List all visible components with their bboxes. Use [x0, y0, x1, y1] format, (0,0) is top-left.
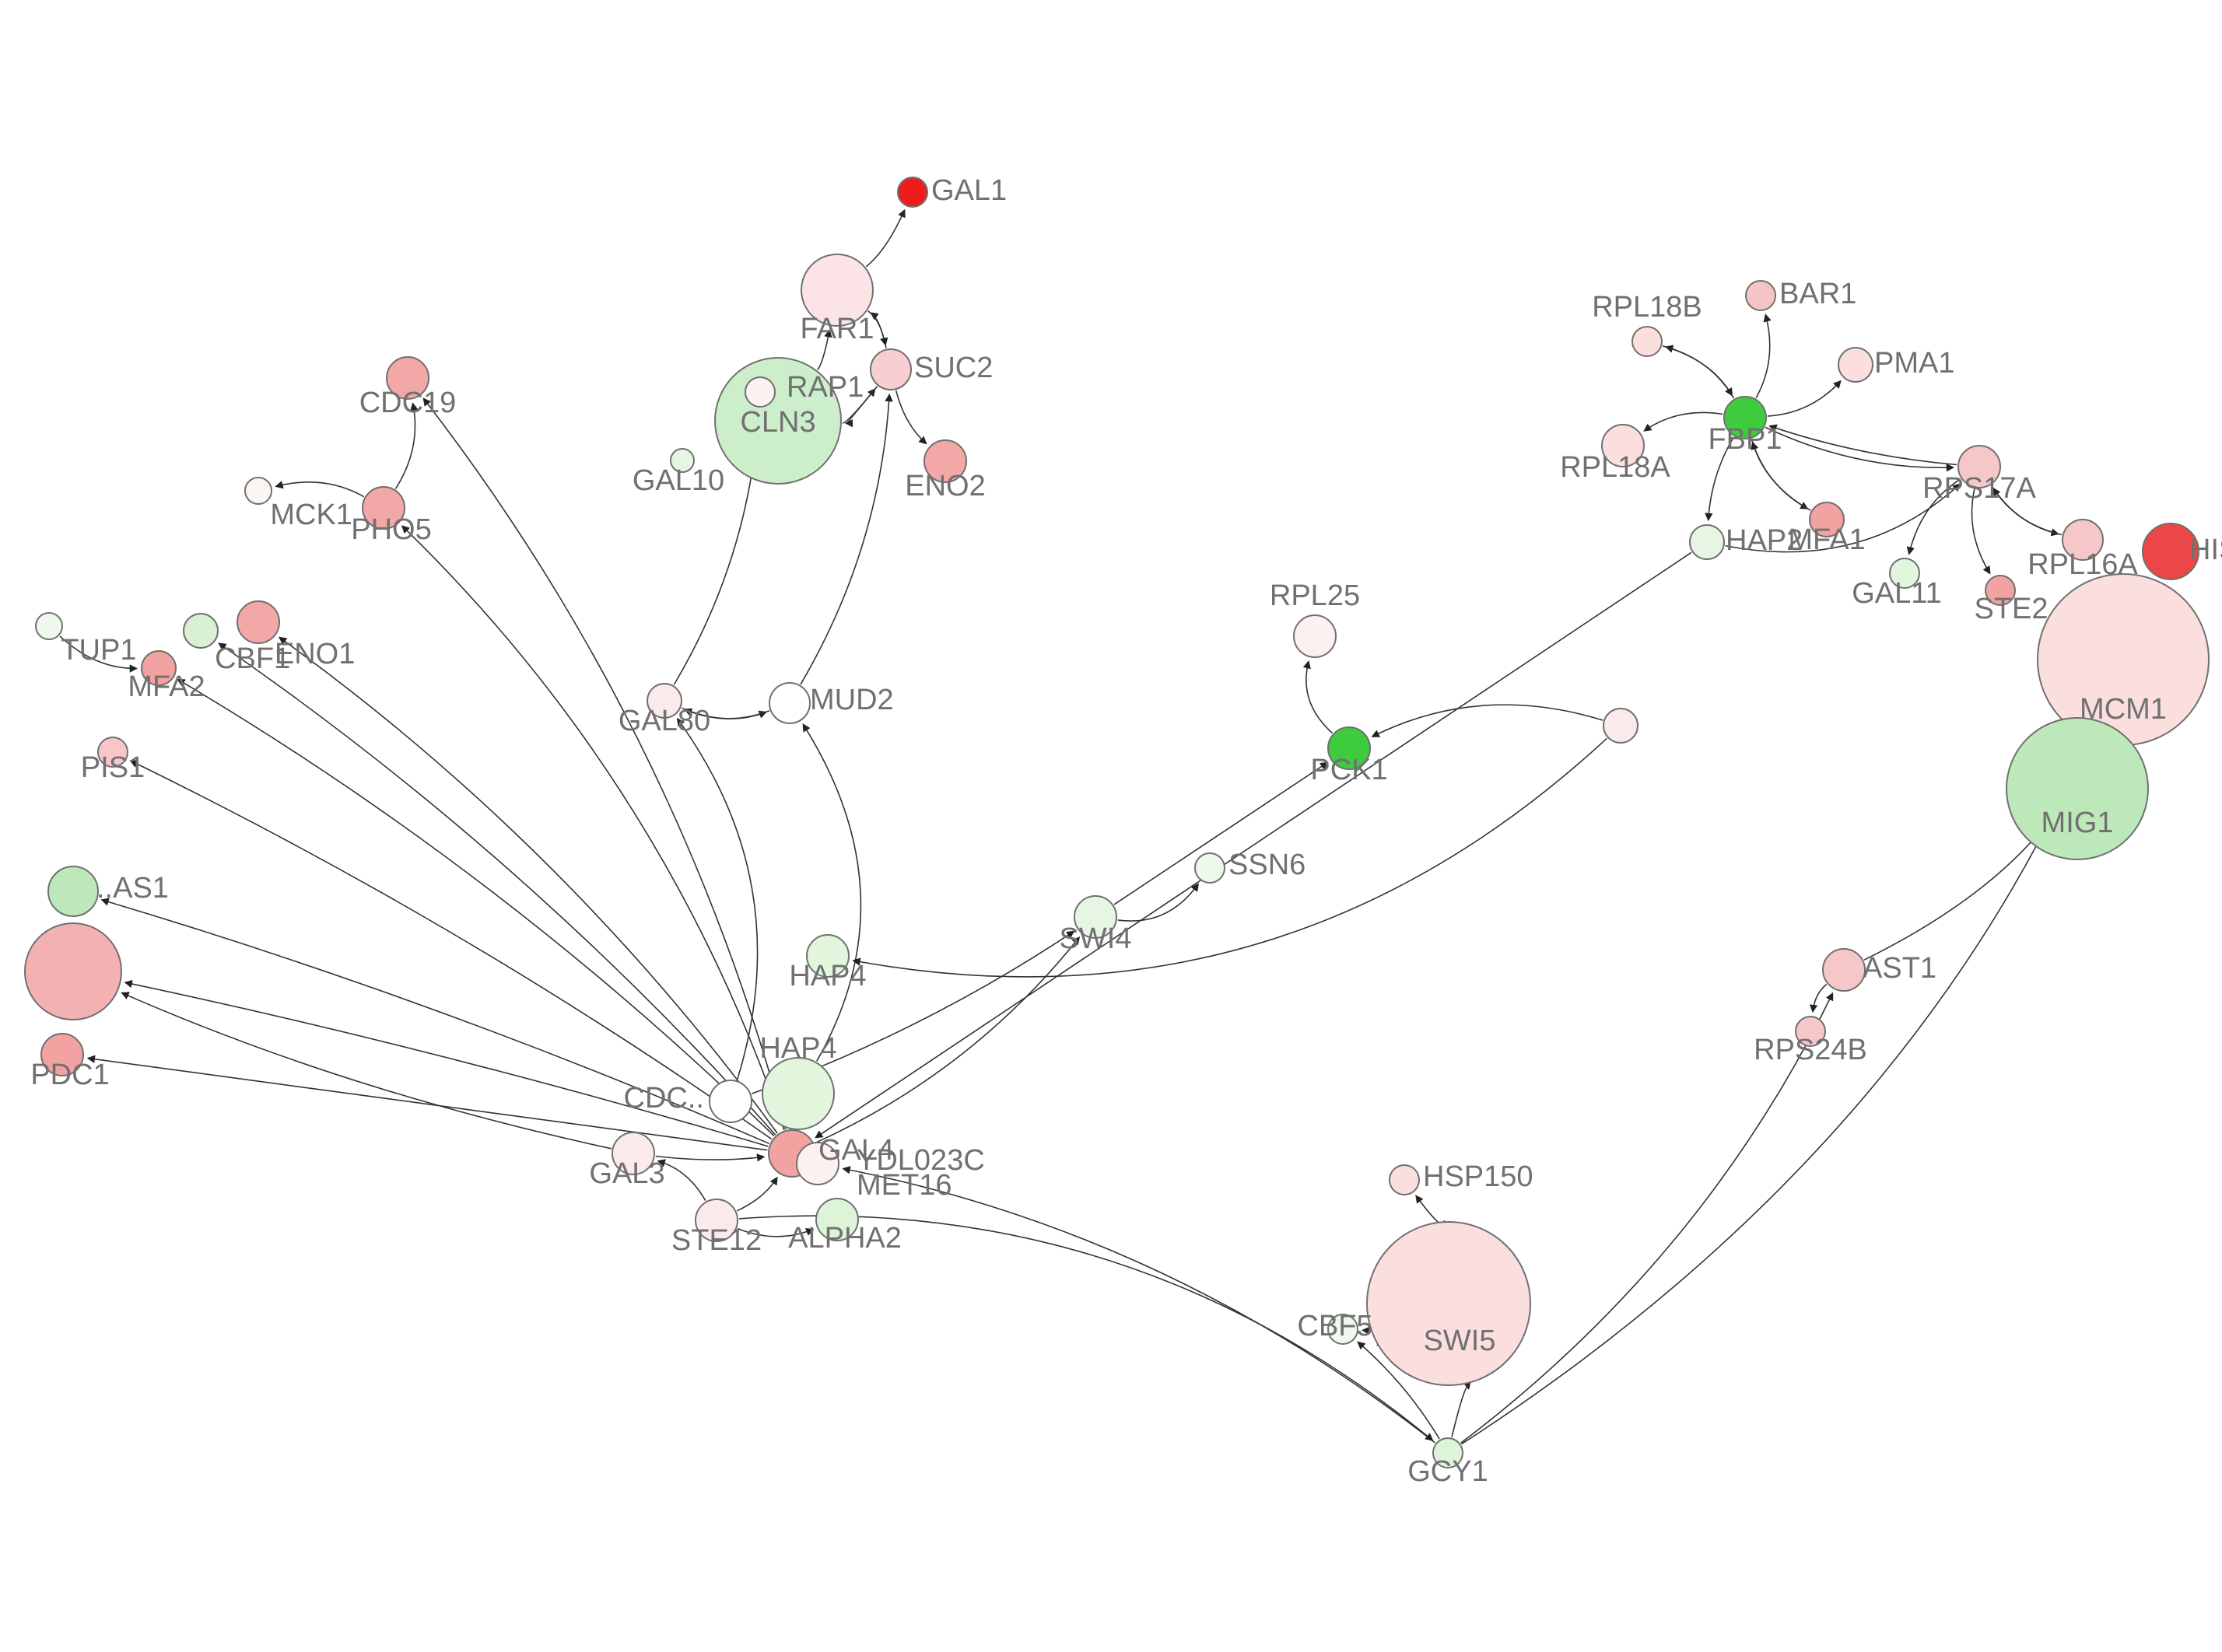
- svg-text:MCK1: MCK1: [270, 499, 352, 531]
- svg-text:..AS1: ..AS1: [96, 872, 169, 905]
- svg-text:RPL25: RPL25: [1270, 579, 1360, 612]
- svg-text:CBF5: CBF5: [1297, 1310, 1372, 1342]
- svg-text:MFA2: MFA2: [128, 670, 205, 703]
- svg-text:GAL11: GAL11: [1852, 577, 1941, 610]
- svg-text:PIS1: PIS1: [81, 751, 145, 784]
- svg-text:CDC19: CDC19: [359, 387, 457, 419]
- svg-text:CLN3: CLN3: [740, 406, 815, 439]
- svg-text:FBP1: FBP1: [1708, 423, 1782, 456]
- svg-text:RPL16A: RPL16A: [2027, 548, 2138, 581]
- svg-text:BAR1: BAR1: [1779, 278, 1856, 310]
- svg-text:HIS4: HIS4: [2189, 534, 2222, 566]
- svg-text:RAP1: RAP1: [787, 371, 864, 404]
- svg-text:ENO2: ENO2: [905, 470, 985, 502]
- svg-text:RPS17A: RPS17A: [1922, 472, 2036, 505]
- svg-text:HAP4: HAP4: [789, 960, 866, 992]
- svg-text:STE2: STE2: [1974, 593, 2048, 625]
- svg-text:MET16: MET16: [857, 1169, 952, 1202]
- svg-text:PMA1: PMA1: [1874, 347, 1954, 380]
- svg-text:RPS24B: RPS24B: [1754, 1034, 1867, 1066]
- svg-text:HSP150: HSP150: [1423, 1160, 1533, 1193]
- svg-text:PCK1: PCK1: [1310, 754, 1387, 786]
- svg-text:SWI5: SWI5: [1424, 1325, 1496, 1357]
- svg-text:CDC..: CDC..: [624, 1082, 704, 1115]
- svg-text:SWI4: SWI4: [1060, 922, 1132, 955]
- svg-text:MFA1: MFA1: [1788, 523, 1865, 556]
- svg-text:GAL10: GAL10: [633, 464, 724, 497]
- svg-text:GAL3: GAL3: [589, 1157, 664, 1190]
- svg-text:GCY1: GCY1: [1407, 1455, 1488, 1488]
- svg-text:RPL18A: RPL18A: [1560, 451, 1670, 484]
- svg-text:AST1: AST1: [1863, 952, 1936, 985]
- svg-text:GAL80: GAL80: [619, 705, 710, 737]
- svg-text:GAL1: GAL1: [931, 174, 1007, 207]
- svg-text:MCM1: MCM1: [2080, 693, 2167, 726]
- svg-text:SUC2: SUC2: [914, 352, 993, 384]
- svg-text:RPL18B: RPL18B: [1592, 291, 1702, 324]
- svg-text:MIG1: MIG1: [2042, 807, 2114, 839]
- svg-text:FAR1: FAR1: [800, 313, 874, 345]
- svg-text:SSN6: SSN6: [1228, 849, 1306, 881]
- svg-text:PHO5: PHO5: [351, 513, 431, 546]
- svg-text:STE12: STE12: [671, 1224, 762, 1257]
- svg-text:ALPHA2: ALPHA2: [788, 1222, 902, 1255]
- svg-text:MUD2: MUD2: [810, 684, 894, 716]
- svg-text:TUP1: TUP1: [61, 634, 136, 667]
- svg-text:PDC1: PDC1: [30, 1059, 109, 1091]
- svg-text:CBF1: CBF1: [215, 642, 290, 675]
- svg-text:HAP4: HAP4: [759, 1032, 836, 1065]
